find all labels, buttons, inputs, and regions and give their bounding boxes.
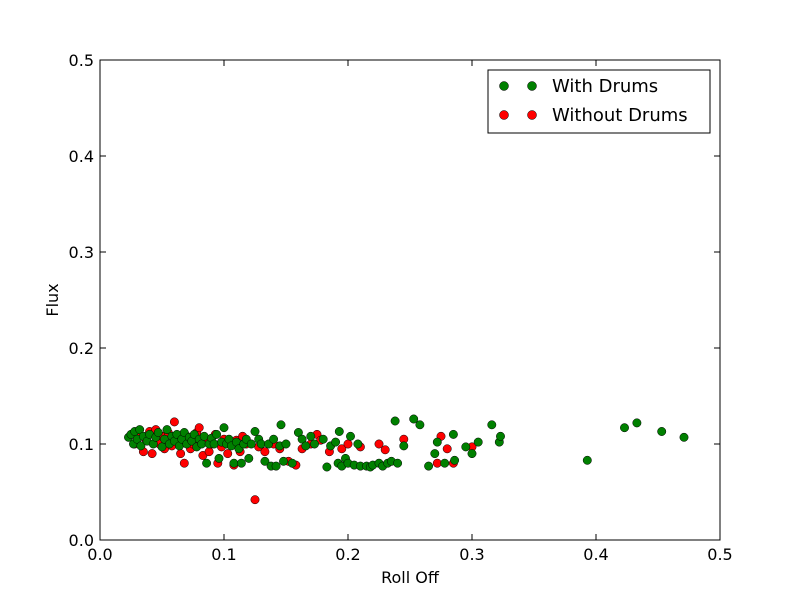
point-with-drums-29 bbox=[197, 439, 207, 449]
point-with-drums-48 bbox=[244, 453, 254, 463]
point-with-drums-69 bbox=[322, 462, 332, 472]
point-with-drums-79 bbox=[353, 439, 363, 449]
point-with-drums-34 bbox=[209, 439, 219, 449]
point-with-drums-88 bbox=[390, 416, 400, 426]
point-with-drums-71 bbox=[331, 437, 341, 447]
legend-marker-without-drums-1 bbox=[499, 110, 509, 120]
point-with-drums-30 bbox=[199, 431, 209, 441]
point-with-drums-106 bbox=[620, 423, 629, 433]
point-with-drums-49 bbox=[246, 439, 256, 449]
point-with-drums-101 bbox=[473, 437, 483, 447]
point-with-drums-97 bbox=[448, 429, 458, 439]
point-without-drums-23 bbox=[204, 447, 214, 457]
point-with-drums-105 bbox=[582, 455, 592, 465]
point-with-drums-63 bbox=[293, 428, 303, 437]
point-with-drums-12 bbox=[153, 428, 163, 437]
plot-frame bbox=[99, 59, 721, 541]
point-without-drums-38 bbox=[260, 447, 270, 457]
y-tick-label-4: 0.4 bbox=[69, 147, 94, 166]
point-without-drums-54 bbox=[432, 458, 442, 468]
x-axis-label: Roll Off bbox=[381, 568, 440, 587]
point-without-drums-20 bbox=[194, 423, 204, 433]
point-with-drums-67 bbox=[310, 439, 319, 449]
point-with-drums-53 bbox=[260, 456, 270, 466]
point-without-drums-5 bbox=[147, 449, 157, 459]
point-with-drums-35 bbox=[212, 429, 222, 439]
point-without-drums-49 bbox=[343, 439, 353, 449]
x-tick-label-5: 0.5 bbox=[707, 545, 732, 564]
point-with-drums-109 bbox=[679, 432, 689, 442]
point-with-drums-73 bbox=[334, 427, 344, 436]
y-axis-label: Flux bbox=[43, 283, 62, 316]
point-with-drums-57 bbox=[271, 461, 281, 471]
point-with-drums-31 bbox=[202, 458, 212, 468]
point-with-drums-66 bbox=[306, 431, 316, 441]
point-with-drums-38 bbox=[219, 423, 229, 433]
legend-marker-without-drums-2 bbox=[527, 110, 537, 120]
point-with-drums-89 bbox=[393, 458, 403, 468]
x-tick-label-1: 0.1 bbox=[211, 545, 236, 564]
legend-marker-with-drums-2 bbox=[527, 81, 537, 91]
point-without-drums-29 bbox=[223, 449, 233, 459]
legend-marker-with-drums-1 bbox=[499, 81, 509, 91]
point-with-drums-36 bbox=[214, 453, 224, 463]
points-layer bbox=[124, 414, 689, 505]
point-with-drums-107 bbox=[632, 418, 642, 428]
point-with-drums-6 bbox=[136, 441, 146, 451]
y-tick-label-1: 0.1 bbox=[69, 435, 94, 454]
x-tick-label-4: 0.4 bbox=[583, 545, 608, 564]
point-without-drums-56 bbox=[442, 444, 452, 454]
point-with-drums-62 bbox=[287, 458, 297, 468]
point-with-drums-95 bbox=[432, 437, 442, 447]
x-tick-label-3: 0.3 bbox=[459, 545, 484, 564]
point-with-drums-52 bbox=[256, 439, 266, 449]
point-without-drums-48 bbox=[337, 444, 347, 454]
point-with-drums-98 bbox=[450, 455, 460, 465]
point-with-drums-60 bbox=[279, 456, 288, 466]
point-with-drums-92 bbox=[415, 420, 425, 430]
y-tick-label-3: 0.3 bbox=[69, 243, 94, 262]
point-with-drums-65 bbox=[301, 441, 311, 451]
point-without-drums-51 bbox=[374, 439, 384, 449]
point-with-drums-93 bbox=[424, 461, 434, 471]
point-with-drums-13 bbox=[157, 442, 167, 452]
y-tick-label-2: 0.2 bbox=[69, 339, 94, 358]
y-tick-label-5: 0.5 bbox=[69, 51, 94, 70]
y-tick-label-0: 0.0 bbox=[69, 531, 94, 550]
ticks-layer: 0.0 0.1 0.2 0.3 0.4 0.5 0.0 0.1 0.2 0.3 0.4 0.5 bbox=[69, 51, 733, 564]
x-tick-label-0: 0.0 bbox=[87, 545, 112, 564]
point-with-drums-50 bbox=[250, 427, 260, 436]
point-with-drums-59 bbox=[276, 420, 286, 430]
point-without-drums-12 bbox=[169, 417, 179, 427]
legend: With Drums Without Drums bbox=[487, 69, 711, 134]
legend-box bbox=[487, 69, 711, 134]
point-with-drums-15 bbox=[162, 425, 172, 435]
point-with-drums-90 bbox=[399, 441, 409, 451]
point-with-drums-68 bbox=[318, 434, 328, 444]
point-without-drums-52 bbox=[380, 445, 390, 455]
legend-label-with-drums: With Drums bbox=[552, 76, 658, 97]
point-with-drums-5 bbox=[135, 425, 145, 435]
point-with-drums-91 bbox=[409, 414, 419, 424]
point-without-drums-14 bbox=[176, 449, 186, 459]
point-without-drums-15 bbox=[179, 458, 189, 468]
point-with-drums-77 bbox=[346, 431, 355, 441]
legend-label-without-drums: Without Drums bbox=[552, 105, 688, 126]
point-with-drums-104 bbox=[496, 431, 505, 441]
point-with-drums-100 bbox=[467, 449, 477, 459]
point-with-drums-45 bbox=[236, 458, 246, 468]
point-without-drums-36 bbox=[250, 495, 260, 505]
point-with-drums-42 bbox=[229, 458, 239, 468]
point-with-drums-61 bbox=[281, 439, 291, 449]
point-with-drums-56 bbox=[269, 434, 279, 444]
point-with-drums-99 bbox=[461, 442, 471, 452]
point-with-drums-102 bbox=[487, 420, 497, 430]
point-with-drums-108 bbox=[657, 427, 667, 436]
point-with-drums-94 bbox=[430, 449, 440, 459]
x-tick-label-2: 0.2 bbox=[335, 545, 360, 564]
point-with-drums-64 bbox=[297, 434, 307, 444]
point-with-drums-96 bbox=[440, 458, 450, 468]
